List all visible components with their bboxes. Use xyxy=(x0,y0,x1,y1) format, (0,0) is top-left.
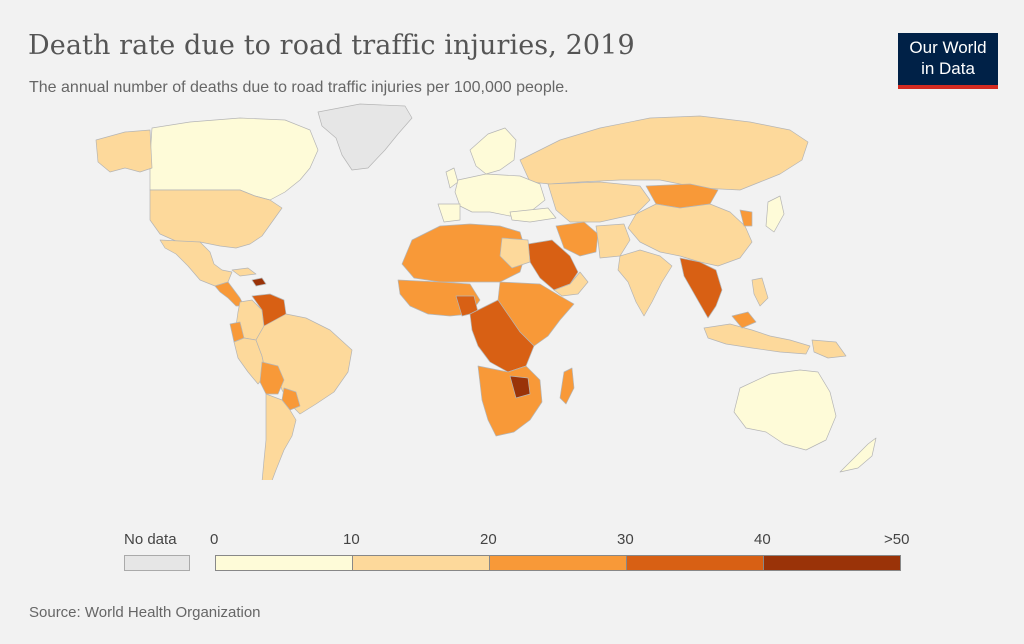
legend-tick-40: 40 xyxy=(754,531,771,548)
country-alaska[interactable] xyxy=(95,129,153,173)
country-australia[interactable] xyxy=(733,369,837,451)
world-map[interactable] xyxy=(0,100,1024,480)
legend-bin-20-30 xyxy=(489,555,627,571)
region-scandinavia[interactable] xyxy=(469,127,517,175)
region-north-africa[interactable] xyxy=(401,223,527,283)
country-madagascar[interactable] xyxy=(559,367,575,405)
country-korea[interactable] xyxy=(739,209,753,227)
country-iran[interactable] xyxy=(555,221,599,257)
region-indonesia[interactable] xyxy=(703,323,811,355)
region-caribbean[interactable] xyxy=(251,277,267,287)
legend-tick-50: >50 xyxy=(884,531,910,548)
region-af-pk[interactable] xyxy=(595,223,631,259)
legend-bin-30-40 xyxy=(626,555,764,571)
country-turkey[interactable] xyxy=(509,207,557,223)
legend-tick-20: 20 xyxy=(480,531,497,548)
chart-subtitle: The annual number of deaths due to road … xyxy=(29,79,569,96)
country-usa[interactable] xyxy=(149,189,283,249)
owid-logo[interactable]: Our World in Data xyxy=(898,33,998,89)
country-india[interactable] xyxy=(617,249,673,317)
legend-bin-40-50 xyxy=(763,555,901,571)
country-png[interactable] xyxy=(811,339,847,359)
country-zimbabwe[interactable] xyxy=(509,375,531,399)
logo-line-2: in Data xyxy=(921,59,975,78)
legend-no-data-label: No data xyxy=(124,531,177,548)
country-uk[interactable] xyxy=(445,167,459,189)
country-malaysia[interactable] xyxy=(731,311,757,329)
country-japan[interactable] xyxy=(765,195,785,233)
country-new-zealand[interactable] xyxy=(839,437,877,473)
legend-no-data-swatch xyxy=(124,555,190,571)
country-greenland[interactable] xyxy=(317,103,413,171)
country-russia[interactable] xyxy=(519,115,809,191)
source-note[interactable]: Source: World Health Organization xyxy=(29,604,261,621)
legend-tick-0: 0 xyxy=(210,531,219,548)
country-spain[interactable] xyxy=(437,203,461,223)
chart-title: Death rate due to road traffic injuries,… xyxy=(28,30,635,61)
country-mexico[interactable] xyxy=(159,239,233,287)
logo-line-1: Our World xyxy=(909,38,987,57)
country-cuba[interactable] xyxy=(231,267,257,277)
country-bolivia[interactable] xyxy=(259,361,285,395)
country-philippines[interactable] xyxy=(751,277,769,307)
legend-tick-10: 10 xyxy=(343,531,360,548)
country-canada[interactable] xyxy=(149,117,319,201)
legend-bin-0-10 xyxy=(215,555,353,571)
country-egypt[interactable] xyxy=(499,237,531,269)
country-paraguay[interactable] xyxy=(281,387,301,411)
region-southeast-asia[interactable] xyxy=(679,257,723,319)
legend-tick-30: 30 xyxy=(617,531,634,548)
country-argentina[interactable] xyxy=(261,393,297,480)
region-yemen-oman[interactable] xyxy=(553,271,589,297)
country-china[interactable] xyxy=(627,203,753,267)
legend-bin-10-20 xyxy=(352,555,490,571)
